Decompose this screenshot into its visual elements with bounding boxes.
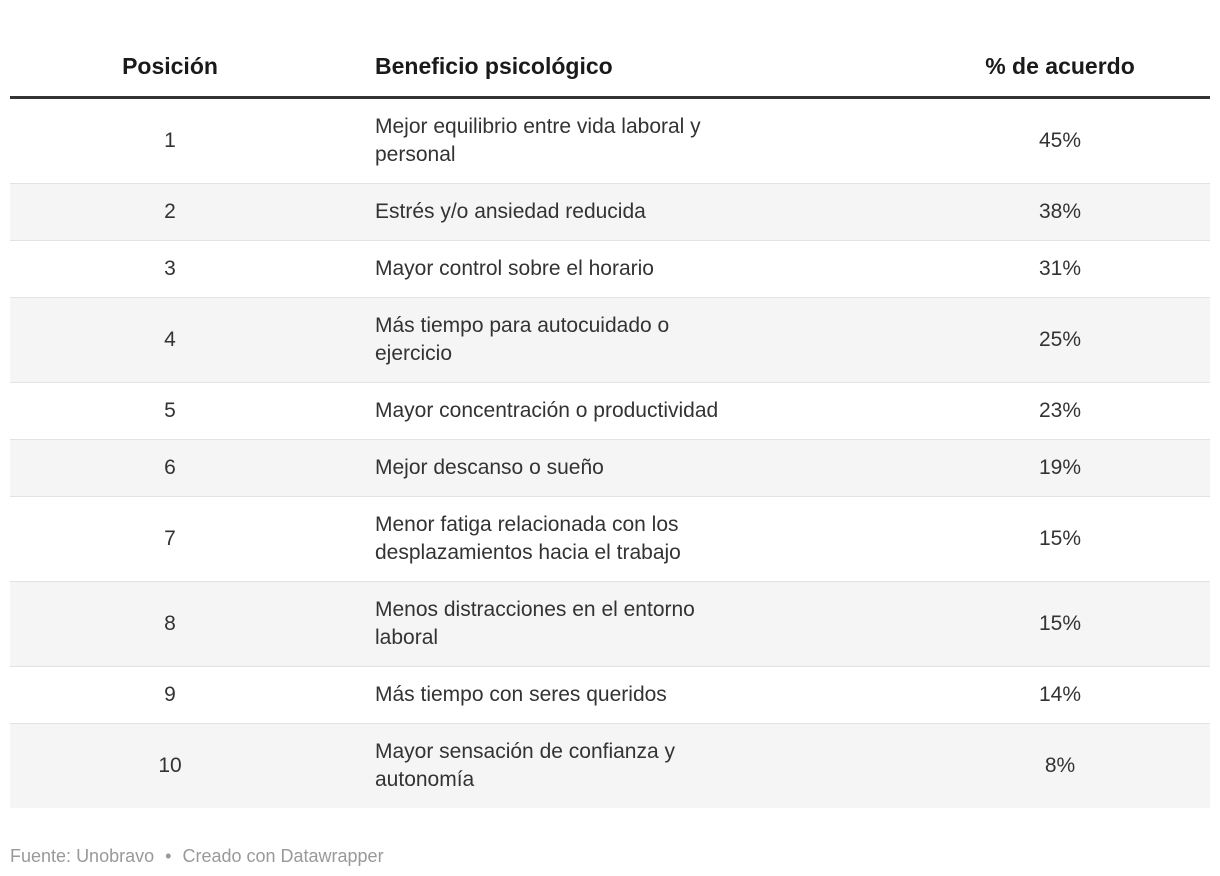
benefit-cell: Menor fatiga relacionada con los desplaz…	[330, 496, 910, 582]
percent-cell: 23%	[910, 382, 1210, 440]
column-header-porcentaje: % de acuerdo	[910, 38, 1210, 99]
percent-cell: 25%	[910, 297, 1210, 383]
rank-cell: 6	[10, 439, 330, 497]
rank-cell: 9	[10, 666, 330, 724]
benefit-cell: Mayor control sobre el horario	[330, 240, 910, 298]
benefits-table: Posición Beneficio psicológico % de acue…	[10, 38, 1210, 808]
rank-cell: 8	[10, 581, 330, 667]
percent-cell: 19%	[910, 439, 1210, 497]
footer-separator: •	[165, 846, 172, 866]
datawrapper-credit-link[interactable]: Creado con Datawrapper	[182, 846, 384, 866]
table-header: Posición Beneficio psicológico % de acue…	[10, 38, 1210, 99]
rank-cell: 3	[10, 240, 330, 298]
table-row: 10 Mayor sensación de confianza y autonom…	[10, 723, 1210, 808]
table-body: 1 Mejor equilibrio entre vida laboral y p…	[10, 98, 1210, 808]
percent-cell: 15%	[910, 581, 1210, 667]
table-row: 9 Más tiempo con seres queridos 14%	[10, 666, 1210, 724]
percent-cell: 15%	[910, 496, 1210, 582]
table-row: 4 Más tiempo para autocuidado o ejercicio…	[10, 297, 1210, 383]
percent-cell: 38%	[910, 183, 1210, 241]
source-link[interactable]: Unobravo	[76, 846, 155, 866]
benefit-cell: Mayor concentración o productividad	[330, 382, 910, 440]
table-row: 2 Estrés y/o ansiedad reducida 38%	[10, 183, 1210, 241]
source-prefix: Fuente:	[10, 846, 72, 866]
table-row: 6 Mejor descanso o sueño 19%	[10, 439, 1210, 497]
table-row: 1 Mejor equilibrio entre vida laboral y p…	[10, 98, 1210, 184]
rank-cell: 4	[10, 297, 330, 383]
table-row: 3 Mayor control sobre el horario 31%	[10, 240, 1210, 298]
rank-cell: 10	[10, 723, 330, 808]
benefit-cell: Menos distracciones en el entorno labora…	[330, 581, 910, 667]
benefit-cell: Estrés y/o ansiedad reducida	[330, 183, 910, 241]
table-row: 7 Menor fatiga relacionada con los despla…	[10, 496, 1210, 582]
table-row: 8 Menos distracciones en el entorno labor…	[10, 581, 1210, 667]
percent-cell: 8%	[910, 723, 1210, 808]
percent-cell: 31%	[910, 240, 1210, 298]
rank-cell: 2	[10, 183, 330, 241]
column-header-posicion: Posición	[10, 38, 330, 99]
benefit-cell: Mejor equilibrio entre vida laboral y pe…	[375, 115, 701, 166]
column-header-beneficio: Beneficio psicológico	[330, 38, 910, 99]
header-row: Posición Beneficio psicológico % de acue…	[10, 38, 1210, 99]
rank-cell: 7	[10, 496, 330, 582]
table-row: 5 Mayor concentración o productividad 23%	[10, 382, 1210, 440]
benefit-cell: Más tiempo con seres queridos	[330, 666, 910, 724]
benefit-cell: Más tiempo para autocuidado o ejercicio	[330, 297, 910, 383]
percent-cell: 45%	[1038, 129, 1082, 152]
source-line: Fuente: Unobravo • Creado con Datawrappe…	[10, 844, 1210, 868]
benefit-cell: Mejor descanso o sueño	[330, 439, 910, 497]
benefit-cell: Mayor sensación de confianza y autonomía	[330, 723, 910, 808]
percent-cell: 14%	[910, 666, 1210, 724]
rank-cell: 5	[10, 382, 330, 440]
rank-cell: 1	[164, 129, 176, 152]
